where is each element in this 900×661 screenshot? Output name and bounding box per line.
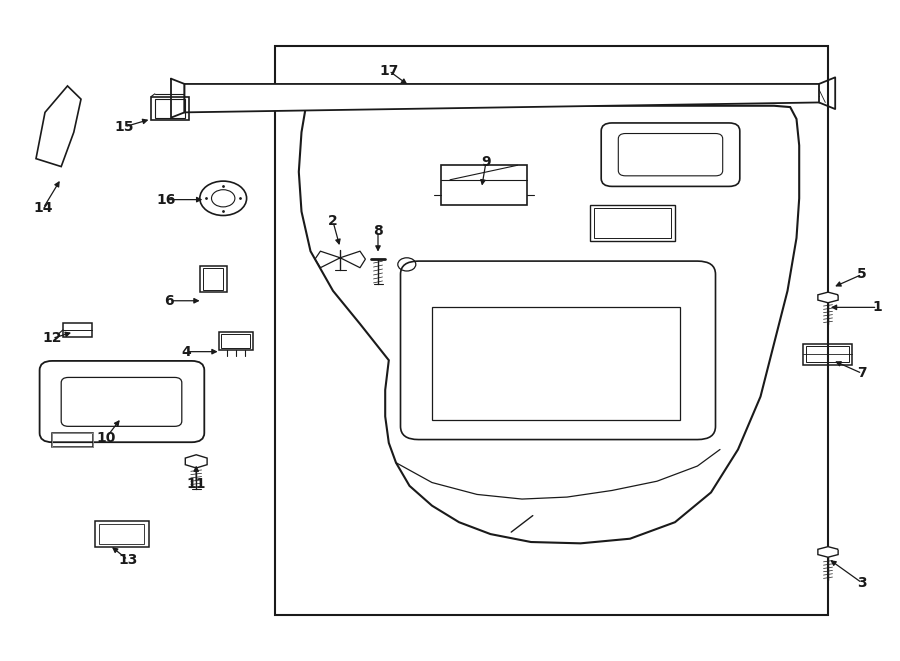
Text: 8: 8 xyxy=(374,224,382,239)
Bar xyxy=(432,307,680,420)
Bar xyxy=(155,99,185,118)
Bar xyxy=(590,205,675,241)
Text: 12: 12 xyxy=(42,331,62,346)
Text: 2: 2 xyxy=(328,214,338,229)
Bar xyxy=(151,97,189,120)
Text: 6: 6 xyxy=(165,293,174,308)
FancyBboxPatch shape xyxy=(40,361,204,442)
Polygon shape xyxy=(36,86,81,167)
Bar xyxy=(594,208,670,238)
Text: 11: 11 xyxy=(186,477,206,491)
Text: 17: 17 xyxy=(379,63,399,78)
Bar xyxy=(274,46,828,615)
FancyBboxPatch shape xyxy=(400,261,716,440)
Text: 14: 14 xyxy=(33,201,53,215)
Polygon shape xyxy=(299,106,799,543)
Text: 5: 5 xyxy=(858,267,867,282)
FancyBboxPatch shape xyxy=(601,123,740,186)
Bar xyxy=(99,524,144,544)
Text: 10: 10 xyxy=(96,430,116,445)
Bar xyxy=(203,268,223,290)
Bar xyxy=(221,334,250,348)
Bar xyxy=(63,323,92,337)
FancyBboxPatch shape xyxy=(618,134,723,176)
Bar xyxy=(52,433,93,447)
FancyBboxPatch shape xyxy=(61,377,182,426)
Polygon shape xyxy=(818,292,838,303)
Polygon shape xyxy=(818,547,838,557)
Polygon shape xyxy=(184,84,819,112)
Text: 4: 4 xyxy=(182,344,191,359)
Bar xyxy=(219,332,253,350)
Text: 7: 7 xyxy=(858,366,867,381)
Bar xyxy=(52,433,93,447)
Bar xyxy=(803,344,852,365)
Text: 16: 16 xyxy=(157,192,176,207)
Text: 3: 3 xyxy=(858,576,867,590)
Text: 15: 15 xyxy=(114,120,134,134)
Text: 9: 9 xyxy=(482,155,490,169)
Bar xyxy=(441,165,526,205)
Bar xyxy=(200,266,227,292)
Text: 1: 1 xyxy=(873,300,882,315)
Bar xyxy=(94,521,148,547)
Bar xyxy=(806,346,849,362)
Text: 13: 13 xyxy=(118,553,138,567)
Polygon shape xyxy=(185,455,207,468)
